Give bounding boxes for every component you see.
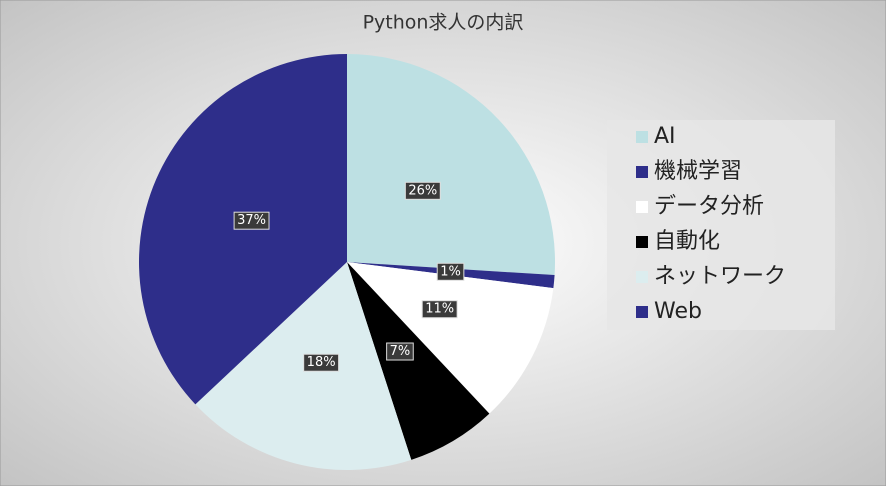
pie-slice bbox=[347, 262, 554, 414]
legend-swatch bbox=[636, 131, 648, 143]
data-label-box bbox=[386, 342, 414, 361]
data-label-box bbox=[436, 262, 465, 281]
legend-swatch bbox=[636, 236, 648, 248]
data-label-box bbox=[421, 300, 458, 319]
pie-slice bbox=[347, 54, 555, 276]
chart-title: Python求人の内訳 bbox=[363, 12, 524, 34]
data-label: 18% bbox=[307, 355, 336, 370]
data-label: 26% bbox=[408, 183, 437, 198]
data-label: 11% bbox=[425, 302, 454, 317]
legend-label: 機械学習 bbox=[654, 159, 742, 184]
legend-swatch bbox=[636, 201, 648, 213]
pie-slice bbox=[347, 262, 490, 460]
legend-swatch bbox=[636, 306, 648, 318]
data-label-box bbox=[233, 211, 270, 230]
data-label: 37% bbox=[237, 213, 266, 228]
legend-label: Web bbox=[654, 299, 702, 324]
data-label-box bbox=[303, 353, 340, 372]
legend-swatch bbox=[636, 166, 648, 178]
data-label-box bbox=[404, 181, 441, 200]
legend-swatch bbox=[636, 271, 648, 283]
legend-label: AI bbox=[654, 124, 676, 149]
data-label: 1% bbox=[440, 264, 461, 279]
data-label: 7% bbox=[390, 344, 411, 359]
legend-box bbox=[607, 120, 835, 330]
legend-label: 自動化 bbox=[654, 229, 720, 254]
legend-label: データ分析 bbox=[654, 194, 764, 219]
legend-label: ネットワーク bbox=[654, 264, 786, 289]
